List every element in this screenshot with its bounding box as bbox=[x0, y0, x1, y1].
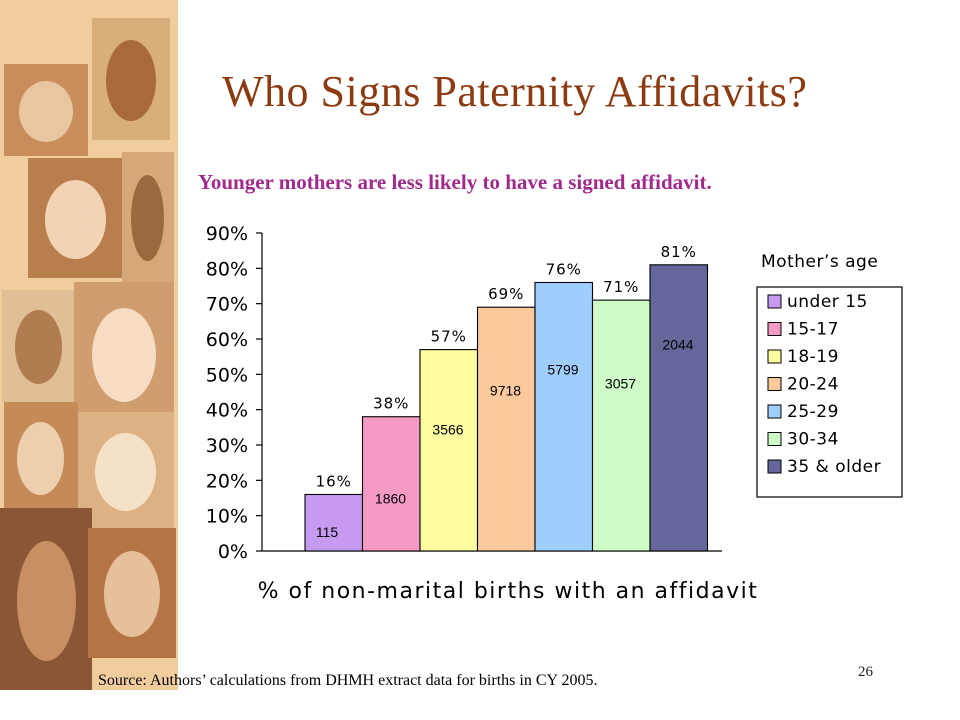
child-portrait bbox=[74, 282, 174, 424]
portrait-face bbox=[17, 541, 76, 661]
bar-percent-label: 69% bbox=[488, 285, 524, 303]
legend-label: 25-29 bbox=[787, 402, 839, 422]
y-tick-label: 10% bbox=[206, 506, 248, 528]
portrait-face bbox=[95, 433, 156, 511]
bar-percent-label: 16% bbox=[316, 472, 352, 490]
bar-percent-label: 57% bbox=[431, 328, 467, 346]
portrait-collage bbox=[0, 0, 178, 690]
bar bbox=[419, 349, 479, 552]
y-tick-label: 20% bbox=[206, 470, 248, 492]
portrait-face bbox=[106, 40, 156, 121]
child-portrait bbox=[0, 508, 92, 690]
bar-percent-label: 81% bbox=[661, 243, 697, 261]
bar-count-label: 5799 bbox=[547, 361, 578, 377]
child-portrait bbox=[4, 64, 88, 156]
chart-bars: 16% 38% 57% 69% 76% 71% 81% 115 1860 3566 9718 5799… bbox=[304, 243, 709, 552]
bar bbox=[649, 264, 709, 552]
portrait-face bbox=[131, 175, 164, 261]
bar-percent-label: 38% bbox=[373, 395, 409, 413]
legend-swatch bbox=[767, 404, 782, 419]
bar-count-label: 1860 bbox=[375, 490, 406, 506]
y-tick-label: 40% bbox=[206, 400, 248, 422]
bar-count-label: 115 bbox=[316, 524, 339, 540]
portrait-face bbox=[17, 422, 64, 495]
y-tick-label: 0% bbox=[218, 541, 248, 563]
y-tick-label: 90% bbox=[206, 223, 248, 245]
legend-swatch bbox=[767, 294, 782, 309]
bar bbox=[476, 306, 536, 552]
legend-swatch bbox=[767, 322, 782, 336]
portrait-face bbox=[45, 180, 106, 259]
bar bbox=[361, 416, 421, 552]
portrait-face bbox=[92, 308, 156, 402]
y-tick-label: 80% bbox=[206, 258, 248, 280]
y-tick-label: 60% bbox=[206, 329, 248, 351]
slide-subtitle: Younger mothers are less likely to have … bbox=[198, 170, 712, 194]
chart-legend: Mother’s age under 15 15-17 18-19 20-24 25-29… bbox=[756, 252, 903, 498]
slide-title: Who Signs Paternity Affidavits? bbox=[222, 67, 808, 116]
bar bbox=[591, 299, 651, 552]
legend-swatch bbox=[767, 349, 782, 364]
legend-label: 20-24 bbox=[787, 375, 839, 395]
bar-count-label: 2044 bbox=[662, 337, 693, 353]
bar-percent-label: 76% bbox=[546, 260, 582, 278]
bar-count-label: 3057 bbox=[605, 375, 636, 391]
y-tick-label: 50% bbox=[206, 364, 248, 386]
child-portrait bbox=[4, 402, 78, 512]
legend-label: 30-34 bbox=[787, 430, 839, 450]
child-portrait bbox=[28, 158, 124, 278]
child-portrait bbox=[78, 412, 174, 530]
child-portrait bbox=[92, 18, 170, 140]
child-portrait bbox=[2, 290, 76, 402]
legend-title: Mother’s age bbox=[761, 252, 878, 272]
child-portrait bbox=[88, 528, 176, 658]
page-number: 26 bbox=[858, 664, 873, 680]
bar-count-label: 3566 bbox=[432, 421, 463, 437]
legend-swatch bbox=[767, 432, 782, 446]
legend-label: 18-19 bbox=[787, 347, 839, 367]
bar bbox=[304, 493, 364, 552]
y-tick-label: 70% bbox=[206, 294, 248, 316]
y-tick-label: 30% bbox=[206, 435, 248, 457]
portrait-face bbox=[19, 81, 73, 142]
bar-percent-label: 71% bbox=[603, 278, 639, 296]
portrait-face bbox=[104, 551, 160, 637]
legend-swatch bbox=[767, 377, 782, 391]
legend-swatch bbox=[767, 459, 782, 474]
legend-label: 35 & older bbox=[787, 457, 881, 477]
child-portrait bbox=[122, 152, 174, 282]
bar bbox=[534, 281, 594, 552]
legend-label: 15-17 bbox=[787, 320, 839, 340]
bar-count-label: 9718 bbox=[490, 383, 521, 399]
legend-label: under 15 bbox=[787, 292, 868, 312]
source-note: Source: Authors’ calculations from DHMH … bbox=[98, 672, 598, 689]
x-axis-label: % of non-marital births with an affidavi… bbox=[258, 579, 759, 604]
portrait-face bbox=[15, 310, 62, 384]
